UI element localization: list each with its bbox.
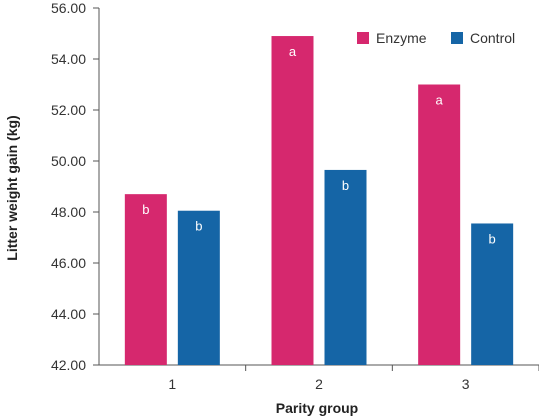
x-tick-label: 1 (168, 376, 176, 392)
y-tick-label: 52.00 (51, 102, 86, 118)
bar-labels: b a a b b b (142, 44, 496, 246)
y-ticks: 42.00 44.00 46.00 48.00 50.00 52.00 54.00 56.00 (51, 0, 99, 373)
y-tick-label: 48.00 (51, 204, 86, 220)
y-tick-label: 54.00 (51, 51, 86, 67)
bars (124, 36, 514, 366)
y-axis-title: Litter weight gain (kg) (4, 115, 20, 260)
bar-significance-label: a (436, 93, 444, 108)
legend: Enzyme Control (357, 30, 515, 46)
y-tick-label: 42.00 (51, 357, 86, 373)
x-tick-label: 2 (315, 376, 323, 392)
y-tick-label: 50.00 (51, 153, 86, 169)
bar-enzyme-3 (418, 84, 461, 365)
bar-significance-label: b (489, 231, 496, 246)
y-tick-label: 56.00 (51, 0, 86, 16)
legend-label-control: Control (470, 30, 515, 46)
bar-control-1 (177, 210, 220, 365)
legend-swatch-enzyme (357, 32, 369, 44)
y-tick-label: 46.00 (51, 255, 86, 271)
x-ticks: 1 2 3 (168, 365, 539, 392)
bar-enzyme-2 (271, 36, 314, 366)
y-tick-label: 44.00 (51, 306, 86, 322)
x-axis-title: Parity group (276, 400, 358, 416)
legend-swatch-control (451, 32, 463, 44)
legend-label-enzyme: Enzyme (376, 30, 427, 46)
bar-significance-label: b (195, 219, 202, 234)
bar-significance-label: b (142, 202, 149, 217)
bar-enzyme-1 (124, 194, 167, 365)
bar-significance-label: a (289, 44, 297, 59)
bar-control-3 (471, 223, 514, 365)
x-tick-label: 3 (462, 376, 470, 392)
bar-control-2 (324, 169, 367, 365)
axes (98, 8, 539, 366)
bar-significance-label: b (342, 178, 349, 193)
